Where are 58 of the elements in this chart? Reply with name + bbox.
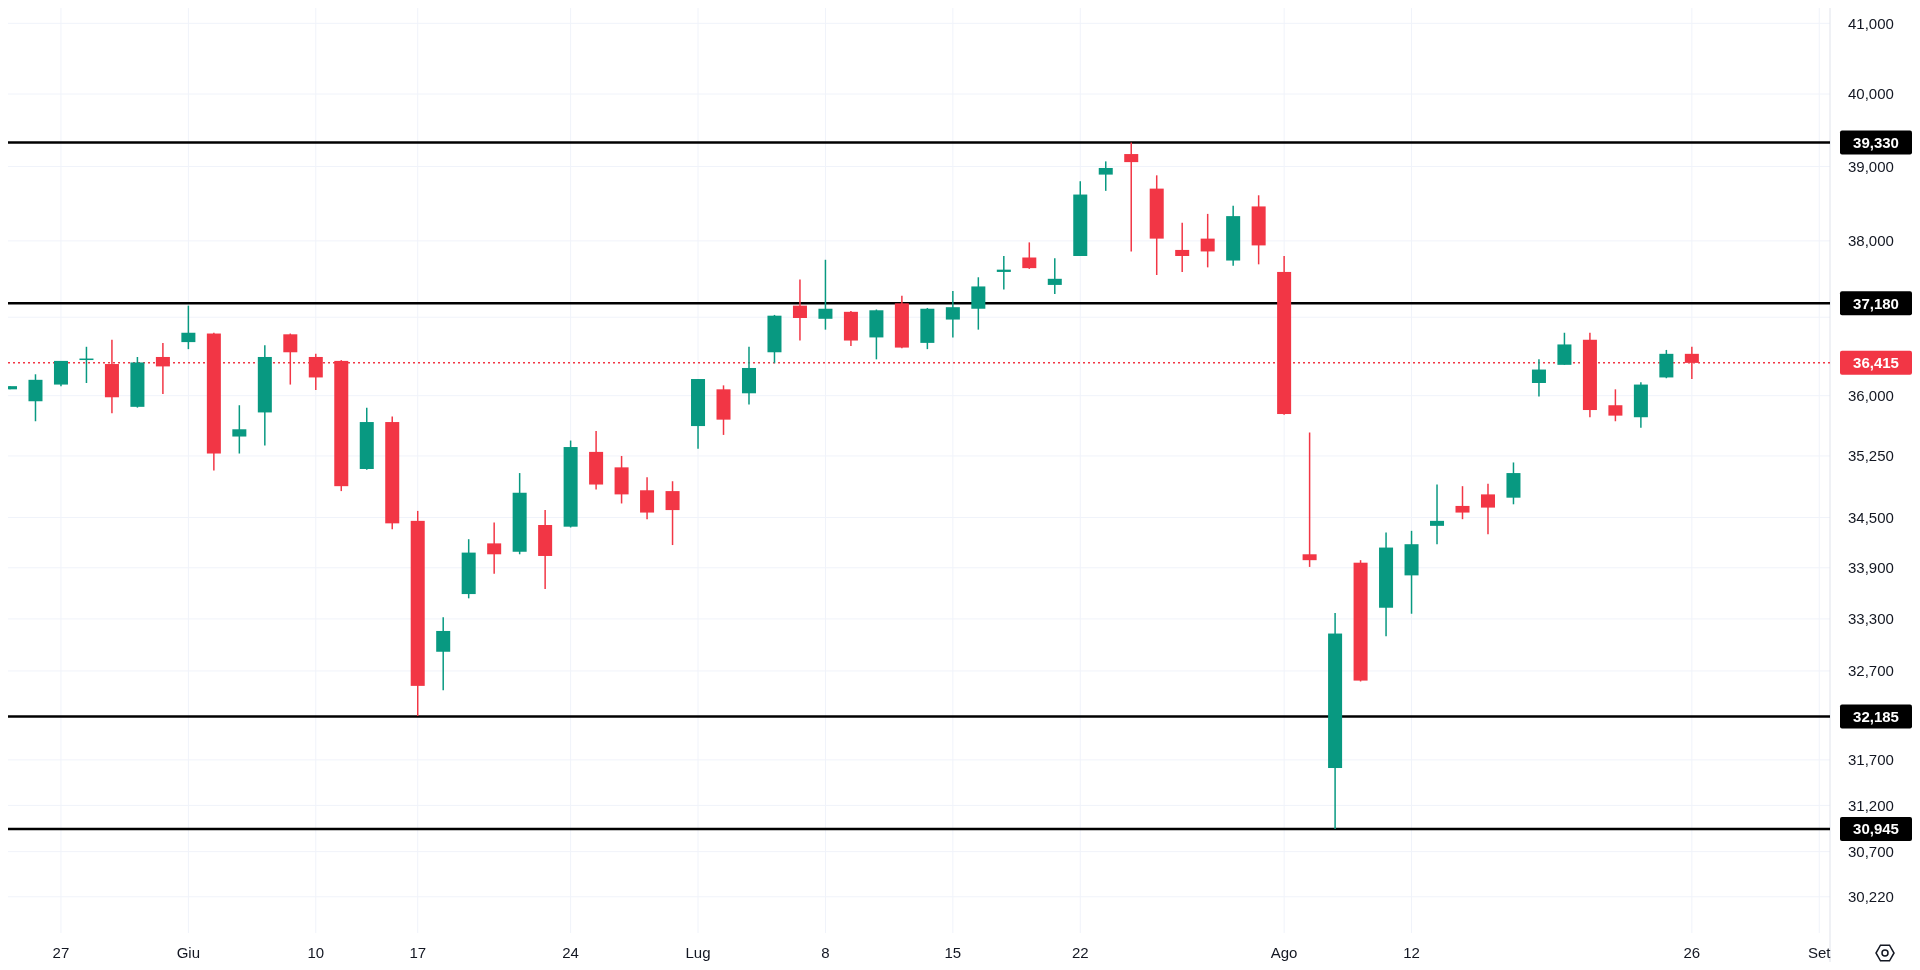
candlestick: [181, 304, 196, 350]
candlestick: [1124, 141, 1139, 253]
candlestick: [436, 616, 451, 692]
candlestick: [1302, 431, 1317, 568]
candlestick: [818, 259, 833, 331]
ref-line-label: 36,415: [1853, 354, 1899, 372]
y-tick-label: 36,000: [1848, 386, 1894, 404]
x-tick-label: 10: [307, 944, 325, 961]
candlestick: [1480, 482, 1495, 535]
candlestick: [487, 521, 502, 575]
x-tick-label: Giu: [176, 944, 201, 961]
y-tick-label: 34,500: [1848, 508, 1894, 526]
y-tick-label: 38,000: [1848, 232, 1894, 250]
candlestick: [1047, 257, 1062, 295]
x-tick-label: Lug: [685, 944, 711, 961]
candlestick: [640, 476, 655, 520]
candlestick: [1175, 222, 1190, 273]
candlestick: [1659, 349, 1674, 379]
y-tick-label: 32,700: [1848, 662, 1894, 680]
y-tick-label: 39,000: [1848, 157, 1894, 175]
x-tick-label: 17: [409, 944, 427, 961]
x-tick-label: 26: [1683, 944, 1701, 961]
x-tick-label: Set: [1808, 944, 1832, 961]
y-tick-label: 40,000: [1848, 85, 1894, 103]
candlestick: [28, 373, 43, 422]
candlestick: [945, 290, 960, 339]
candlestick: [53, 360, 68, 387]
candlestick: [792, 278, 807, 342]
ref-line-label: 32,185: [1853, 707, 1899, 725]
x-tick-label: 27: [52, 944, 70, 961]
ref-line-label: 30,945: [1853, 820, 1899, 838]
candlestick: [1455, 485, 1470, 520]
x-tick-label: 12: [1403, 944, 1420, 961]
candlestick: [1608, 388, 1623, 422]
x-tick-label: 15: [944, 944, 962, 961]
y-tick-label: 35,250: [1848, 447, 1894, 465]
y-tick-label: 30,700: [1848, 842, 1894, 860]
candlestick: [1200, 213, 1215, 269]
candlestick: [1098, 160, 1113, 192]
candlestick: [1557, 332, 1572, 366]
candlestick: [1022, 241, 1037, 270]
y-tick-label: 30,220: [1848, 888, 1894, 906]
ref-line-label: 37,180: [1853, 294, 1899, 312]
x-tick-label: 22: [1071, 944, 1089, 961]
y-tick-label: 31,200: [1848, 796, 1894, 814]
candlestick: [1531, 358, 1546, 398]
candlestick: [1430, 483, 1445, 545]
y-tick-label: 41,000: [1848, 14, 1894, 32]
x-tick-label: 8: [821, 944, 830, 961]
x-tick-label: 24: [562, 944, 579, 961]
y-tick-label: 31,700: [1848, 751, 1894, 769]
y-tick-label: 33,300: [1848, 610, 1894, 628]
candlestick: [232, 404, 247, 455]
y-tick-label: 33,900: [1848, 559, 1894, 577]
x-tick-label: Ago: [1270, 944, 1298, 961]
candlestick: [971, 276, 986, 331]
ref-line-label: 39,330: [1853, 133, 1899, 151]
candlestick: [665, 480, 680, 546]
